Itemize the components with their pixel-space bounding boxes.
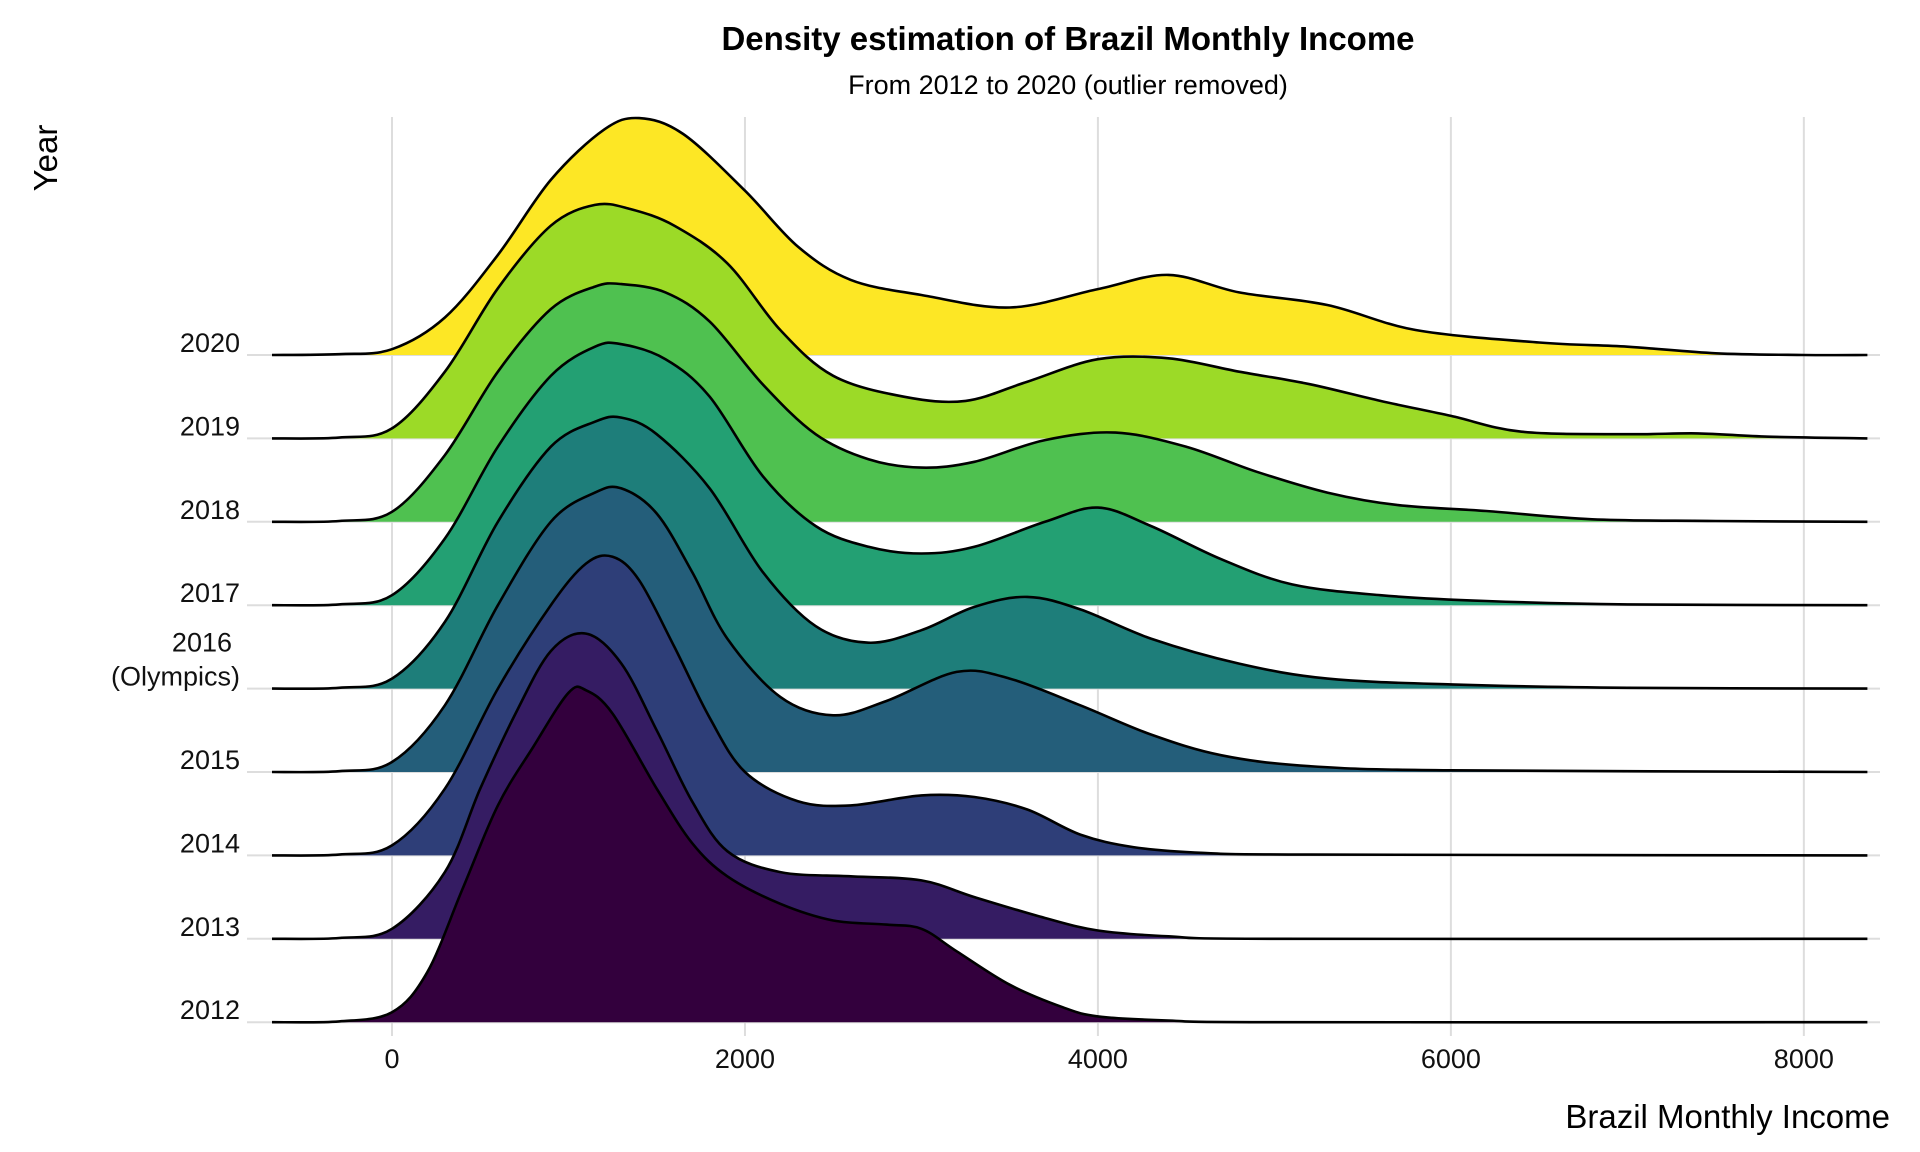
y-tick-label: 2018 <box>180 495 240 525</box>
y-axis-title: Year <box>27 125 64 192</box>
ridges <box>271 116 1868 1024</box>
chart-title: Density estimation of Brazil Monthly Inc… <box>721 20 1414 57</box>
ridge-line-2018 <box>271 282 1868 524</box>
ridge-line-2020 <box>271 116 1868 357</box>
y-tick-label: 2013 <box>180 912 240 942</box>
y-tick-label: 2015 <box>180 745 240 775</box>
y-tick-label: 2019 <box>180 411 240 441</box>
y-tick-labels: 2012 2013 2014 2015 2016 (Olympics) 2017 2018 20… <box>111 328 240 1025</box>
y-tick-label: 2016 (Olympics) <box>111 628 240 692</box>
x-tick-label: 4000 <box>1068 1044 1128 1074</box>
x-tick-labels: 0 2000 4000 6000 8000 <box>384 1044 1833 1074</box>
ridge-line-2012 <box>271 685 1868 1024</box>
ridge-line-2014 <box>271 554 1868 857</box>
chart-subtitle: From 2012 to 2020 (outlier removed) <box>848 70 1288 100</box>
x-tick-label: 6000 <box>1421 1044 1481 1074</box>
y-tick-label: 2017 <box>180 578 240 608</box>
y-tick-label: 2020 <box>180 328 240 358</box>
x-tick-label: 8000 <box>1774 1044 1834 1074</box>
ridge-line-2015 <box>271 485 1868 774</box>
ridge-area-2012 <box>272 686 1868 1023</box>
ridge-line-2016 <box>271 415 1868 691</box>
ridge-line-2013 <box>271 631 1868 941</box>
y-tick-label: 2014 <box>180 828 240 858</box>
x-tick-label: 2000 <box>715 1044 775 1074</box>
ridge-line-2017 <box>271 341 1868 607</box>
x-axis-title: Brazil Monthly Income <box>1565 1098 1890 1135</box>
y-tick-label: 2012 <box>180 995 240 1025</box>
ridge-line-2019 <box>271 202 1868 440</box>
ridge-2012 <box>271 685 1868 1024</box>
x-tick-label: 0 <box>384 1044 399 1074</box>
